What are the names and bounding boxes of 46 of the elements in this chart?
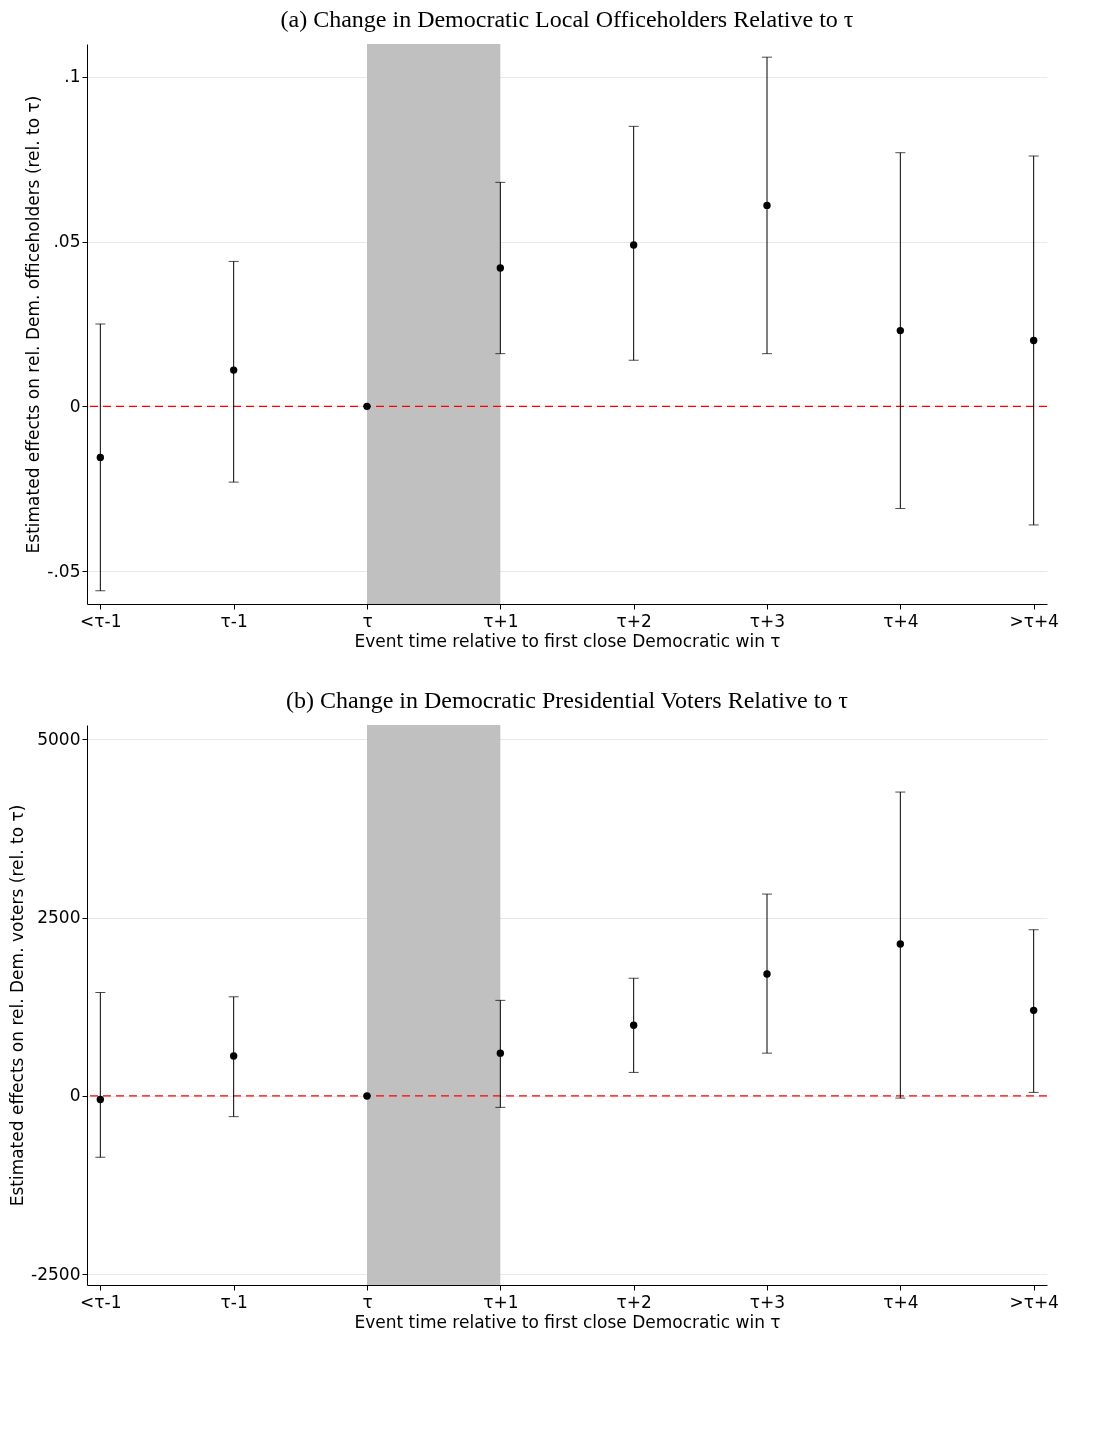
point xyxy=(363,402,371,411)
y-tick-label: -2500 xyxy=(31,1263,81,1284)
point xyxy=(763,201,771,210)
chart-title: (b) Change in Democratic Presidential Voters Relative to τ xyxy=(286,687,849,713)
point xyxy=(96,453,105,462)
x-tick-label: τ+1 xyxy=(483,610,519,631)
x-tick-label: τ+1 xyxy=(483,1291,519,1312)
x-tick-label: <τ-1 xyxy=(80,1291,122,1312)
x-axis-title: Event time relative to first close Democratic win τ xyxy=(354,630,781,651)
point xyxy=(763,970,771,978)
x-tick-label: τ+4 xyxy=(883,610,919,631)
x-tick-label: τ xyxy=(362,1291,373,1312)
x-axis-title: Event time relative to first close Democratic win τ xyxy=(354,1311,781,1332)
point xyxy=(96,1095,105,1104)
x-tick-label: τ+2 xyxy=(616,1291,652,1312)
y-tick-label: 5000 xyxy=(37,728,81,749)
y-tick-label: .1 xyxy=(64,66,81,87)
x-tick-label: τ+3 xyxy=(749,1291,786,1312)
x-tick-label: >τ+4 xyxy=(1009,1291,1059,1312)
y-tick-label: -.05 xyxy=(47,560,81,581)
point xyxy=(629,1021,638,1030)
point xyxy=(496,264,505,272)
x-tick-label: >τ+4 xyxy=(1009,610,1059,631)
point xyxy=(1029,1006,1038,1015)
y-tick-label: 0 xyxy=(69,395,81,416)
x-tick-label: τ+4 xyxy=(883,1291,919,1312)
x-tick-label: τ-1 xyxy=(220,1291,248,1312)
point xyxy=(896,326,905,335)
x-tick-label: τ xyxy=(362,610,373,631)
y-tick-label: 0 xyxy=(69,1085,81,1106)
point xyxy=(896,940,905,948)
point xyxy=(629,241,638,249)
point xyxy=(229,1052,238,1060)
y-axis-title: Estimated effects on rel. Dem. voters (rel. to τ) xyxy=(7,804,28,1207)
point xyxy=(1029,336,1038,345)
chart-title: (a) Change in Democratic Local Officeholders Relative to τ xyxy=(280,6,854,32)
y-tick-label: 2500 xyxy=(37,907,81,928)
x-tick-label: τ+3 xyxy=(749,610,786,631)
point xyxy=(229,366,238,374)
x-tick-label: τ+2 xyxy=(616,610,652,631)
x-tick-label: τ-1 xyxy=(220,610,248,631)
x-tick-label: <τ-1 xyxy=(80,610,122,631)
y-axis-title: Estimated effects on rel. Dem. officeholders (rel. to τ) xyxy=(23,95,44,554)
point xyxy=(496,1049,505,1057)
point xyxy=(363,1092,371,1100)
y-tick-label: .05 xyxy=(53,231,81,252)
